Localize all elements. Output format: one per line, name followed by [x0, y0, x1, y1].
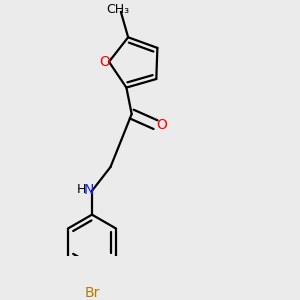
- Text: O: O: [99, 55, 110, 69]
- Text: Br: Br: [84, 286, 100, 300]
- Text: CH₃: CH₃: [106, 3, 129, 16]
- Text: H: H: [77, 183, 87, 196]
- Text: N: N: [84, 183, 94, 197]
- Text: O: O: [157, 118, 168, 132]
